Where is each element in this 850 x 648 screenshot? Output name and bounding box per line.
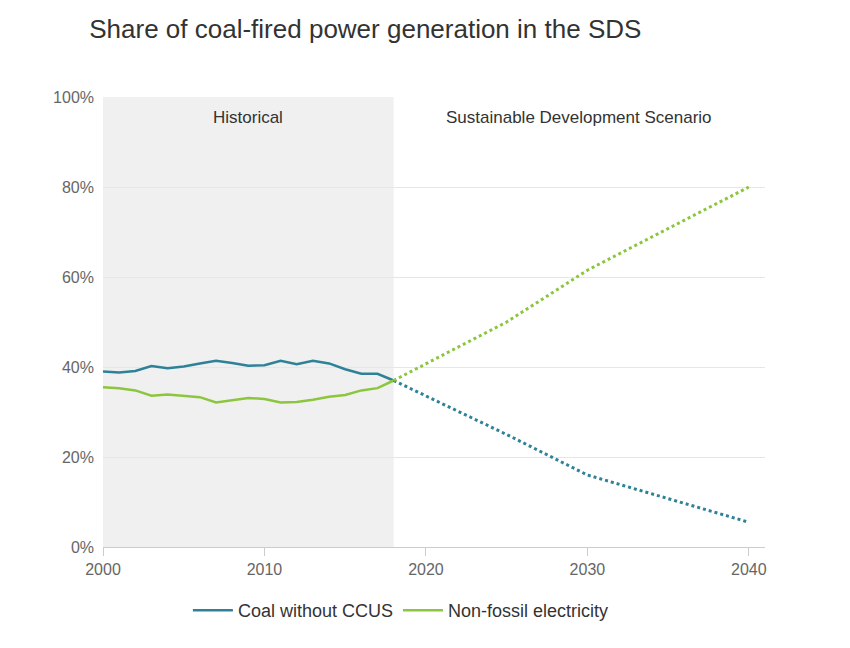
svg-text:20%: 20%: [62, 449, 94, 466]
svg-text:40%: 40%: [62, 359, 94, 376]
svg-text:Sustainable Development Scenar: Sustainable Development Scenario: [446, 108, 712, 127]
svg-text:2040: 2040: [731, 561, 767, 578]
svg-text:Historical: Historical: [213, 108, 283, 127]
svg-text:Non-fossil electricity: Non-fossil electricity: [448, 601, 608, 621]
svg-text:60%: 60%: [62, 269, 94, 286]
svg-text:Share of coal-fired power gene: Share of coal-fired power generation in …: [89, 14, 641, 44]
svg-text:2020: 2020: [408, 561, 444, 578]
svg-text:2030: 2030: [570, 561, 606, 578]
svg-text:80%: 80%: [62, 179, 94, 196]
svg-text:Coal without CCUS: Coal without CCUS: [238, 601, 393, 621]
svg-text:2000: 2000: [85, 561, 121, 578]
svg-text:100%: 100%: [53, 89, 94, 106]
svg-text:0%: 0%: [71, 539, 94, 556]
svg-text:2010: 2010: [247, 561, 283, 578]
